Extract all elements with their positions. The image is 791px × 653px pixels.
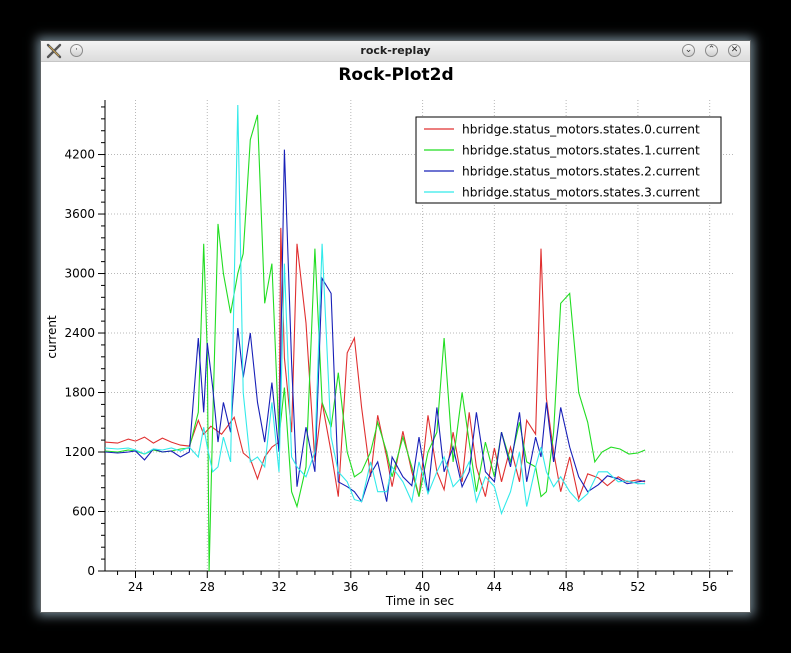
x-tick-label: 36 <box>343 580 358 594</box>
legend-box <box>415 116 722 204</box>
x-app-icon[interactable] <box>46 43 62 59</box>
legend-label: hbridge.status_motors.states.0.current <box>462 123 700 137</box>
series-line-1 <box>105 114 646 571</box>
minimize-icon[interactable]: ⌄ <box>682 44 695 57</box>
series-layer <box>105 104 646 571</box>
x-tick-label: 48 <box>558 580 573 594</box>
axes: 24 28 32 36 40 44 48 52 56 0 600 1200 1800 2400 3000 36… <box>64 100 733 594</box>
x-tick-label: 52 <box>630 580 645 594</box>
y-tick-label: 1800 <box>64 386 95 400</box>
x-tick-label: 40 <box>415 580 430 594</box>
x-axis-label: Time in sec <box>385 594 454 608</box>
y-axis-label: current <box>45 315 59 359</box>
y-tick-label: 1200 <box>64 445 95 459</box>
x-tick-label: 56 <box>702 580 717 594</box>
window-title: rock-replay <box>360 44 431 57</box>
y-tick-label: 3600 <box>64 207 95 221</box>
x-tick-label: 44 <box>487 580 502 594</box>
y-tick-label: 4200 <box>64 148 95 162</box>
y-tick-label: 3000 <box>64 267 95 281</box>
y-tick-label: 0 <box>87 564 95 578</box>
legend-label: hbridge.status_motors.states.1.current <box>462 144 700 158</box>
series-line-0 <box>105 227 646 501</box>
maximize-icon[interactable]: ⌃ <box>705 44 718 57</box>
x-tick-label: 24 <box>128 580 143 594</box>
y-tick-label: 2400 <box>64 326 95 340</box>
plot-area[interactable]: Rock-Plot2d Time in sec current 24 28 32 36… <box>41 62 750 612</box>
window-menu-icon[interactable]: · <box>70 44 83 57</box>
legend: hbridge.status_motors.states.0.currenthb… <box>415 116 722 204</box>
close-icon[interactable]: ✕ <box>728 44 741 57</box>
x-tick-label: 28 <box>200 580 215 594</box>
series-line-3 <box>105 104 646 516</box>
window-titlebar[interactable]: · rock-replay ⌄ ⌃ ✕ <box>41 41 750 62</box>
app-window: · rock-replay ⌄ ⌃ ✕ Rock-Plot2d Time in … <box>40 40 751 613</box>
legend-label: hbridge.status_motors.states.2.current <box>462 165 700 179</box>
legend-label: hbridge.status_motors.states.3.current <box>462 186 700 200</box>
x-tick-label: 32 <box>271 580 286 594</box>
chart-title: Rock-Plot2d <box>338 65 453 85</box>
y-tick-label: 600 <box>72 505 95 519</box>
